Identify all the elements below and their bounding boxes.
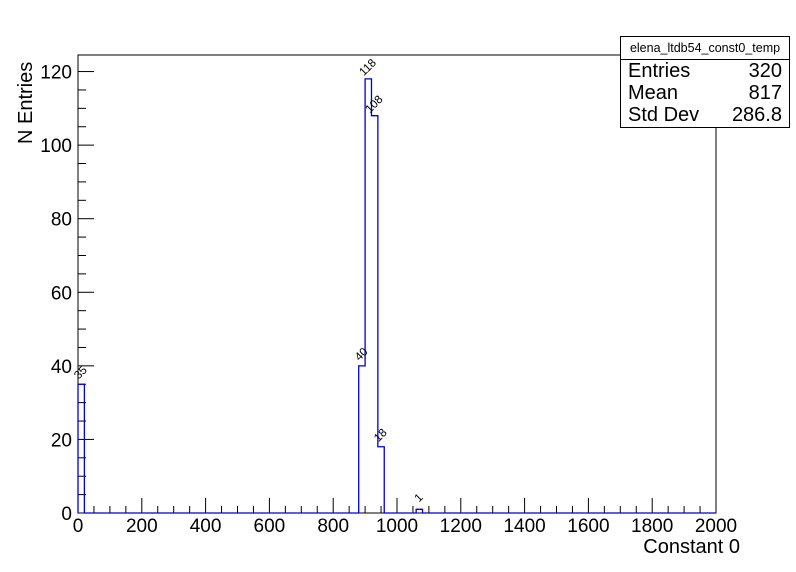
x-tick-label: 800 [317, 516, 349, 537]
histogram-line [77, 78, 716, 514]
stats-row-mean: Mean 817 [628, 81, 782, 104]
bar-value-label: 35 [72, 364, 90, 382]
y-tick-label: 0 [61, 504, 72, 525]
y-axis-title: N Entries [15, 61, 37, 144]
stats-row-entries: Entries 320 [628, 61, 782, 82]
x-tick-label: 1600 [567, 516, 609, 537]
stats-value-mean: 817 [748, 81, 782, 104]
bar-value-label: 1 [413, 492, 426, 505]
stats-box-title: elena_ltdb54_const0_temp [621, 37, 789, 60]
x-tick-label: 600 [254, 516, 286, 537]
bar-value-label: 18 [372, 427, 390, 445]
y-tick-label: 120 [40, 63, 72, 84]
stats-box: elena_ltdb54_const0_temp Entries 320 Mea… [620, 36, 790, 128]
x-tick-label: 400 [190, 516, 222, 537]
x-tick-label: 1200 [440, 516, 482, 537]
x-tick-label: 1400 [503, 516, 545, 537]
y-tick-label: 100 [40, 136, 72, 157]
bar-value-label: 108 [364, 94, 386, 116]
y-tick-label: 80 [51, 210, 72, 231]
y-tick-label: 20 [51, 430, 72, 451]
x-tick-label: 1800 [631, 516, 673, 537]
x-axis-title: Constant 0 [643, 536, 740, 558]
y-tick-label: 60 [51, 283, 72, 304]
stats-row-stddev: Std Dev 286.8 [628, 103, 782, 126]
stats-label-entries: Entries [628, 60, 691, 83]
stats-label-stddev: Std Dev [628, 103, 700, 126]
bar-value-label: 40 [353, 346, 371, 364]
x-tick-label: 2000 [695, 516, 737, 537]
x-tick-label: 1000 [376, 516, 418, 537]
stats-value-stddev: 286.8 [731, 103, 782, 126]
y-tick-label: 40 [51, 357, 72, 378]
stats-label-mean: Mean [628, 81, 679, 104]
bar-value-label: 118 [357, 57, 378, 78]
stats-box-rows: Entries 320 Mean 817 Std Dev 286.8 [621, 60, 789, 127]
stats-value-entries: 320 [748, 60, 782, 83]
x-tick-label: 200 [126, 516, 158, 537]
x-tick-label: 0 [73, 516, 84, 537]
